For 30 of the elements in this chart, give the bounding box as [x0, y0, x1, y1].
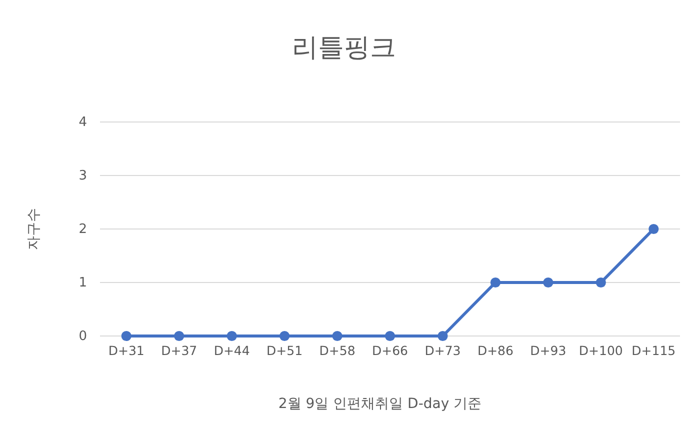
- x-tick-label: D+37: [161, 342, 198, 358]
- point: [490, 277, 500, 288]
- x-tick-label: D+66: [372, 342, 408, 358]
- x-tick-label: D+73: [424, 342, 461, 358]
- point: [226, 330, 237, 342]
- x-tick-label: D+51: [266, 342, 303, 358]
- y-tick-label: 4: [78, 115, 87, 130]
- point: [174, 330, 184, 342]
- x-tick-label: D+31: [108, 342, 144, 358]
- point: [543, 277, 554, 288]
- point: [280, 330, 290, 342]
- point: [438, 330, 448, 342]
- y-tick-label: 0: [78, 329, 87, 344]
- y-tick-label: 2: [78, 222, 87, 238]
- point: [648, 224, 659, 234]
- x-tick-label: D+58: [319, 342, 356, 358]
- y-tick-label: 1: [78, 276, 87, 291]
- y-axis-title: 자구수: [26, 208, 42, 250]
- point: [384, 330, 396, 342]
- y-tick-label: 3: [78, 168, 87, 184]
- chart-title: 리틀핑크: [292, 33, 396, 63]
- x-tick-label: D+86: [477, 342, 514, 358]
- x-tick-label: D+115: [632, 342, 676, 358]
- x-tick-label: D+44: [214, 342, 250, 358]
- point: [332, 330, 342, 342]
- point: [596, 277, 606, 288]
- x-tick-label: D+100: [578, 342, 623, 358]
- point: [121, 330, 132, 342]
- x-tick-label: D+93: [530, 342, 566, 358]
- x-axis-title: 2월 9일 인편채취일 D-day 기준: [278, 396, 482, 412]
